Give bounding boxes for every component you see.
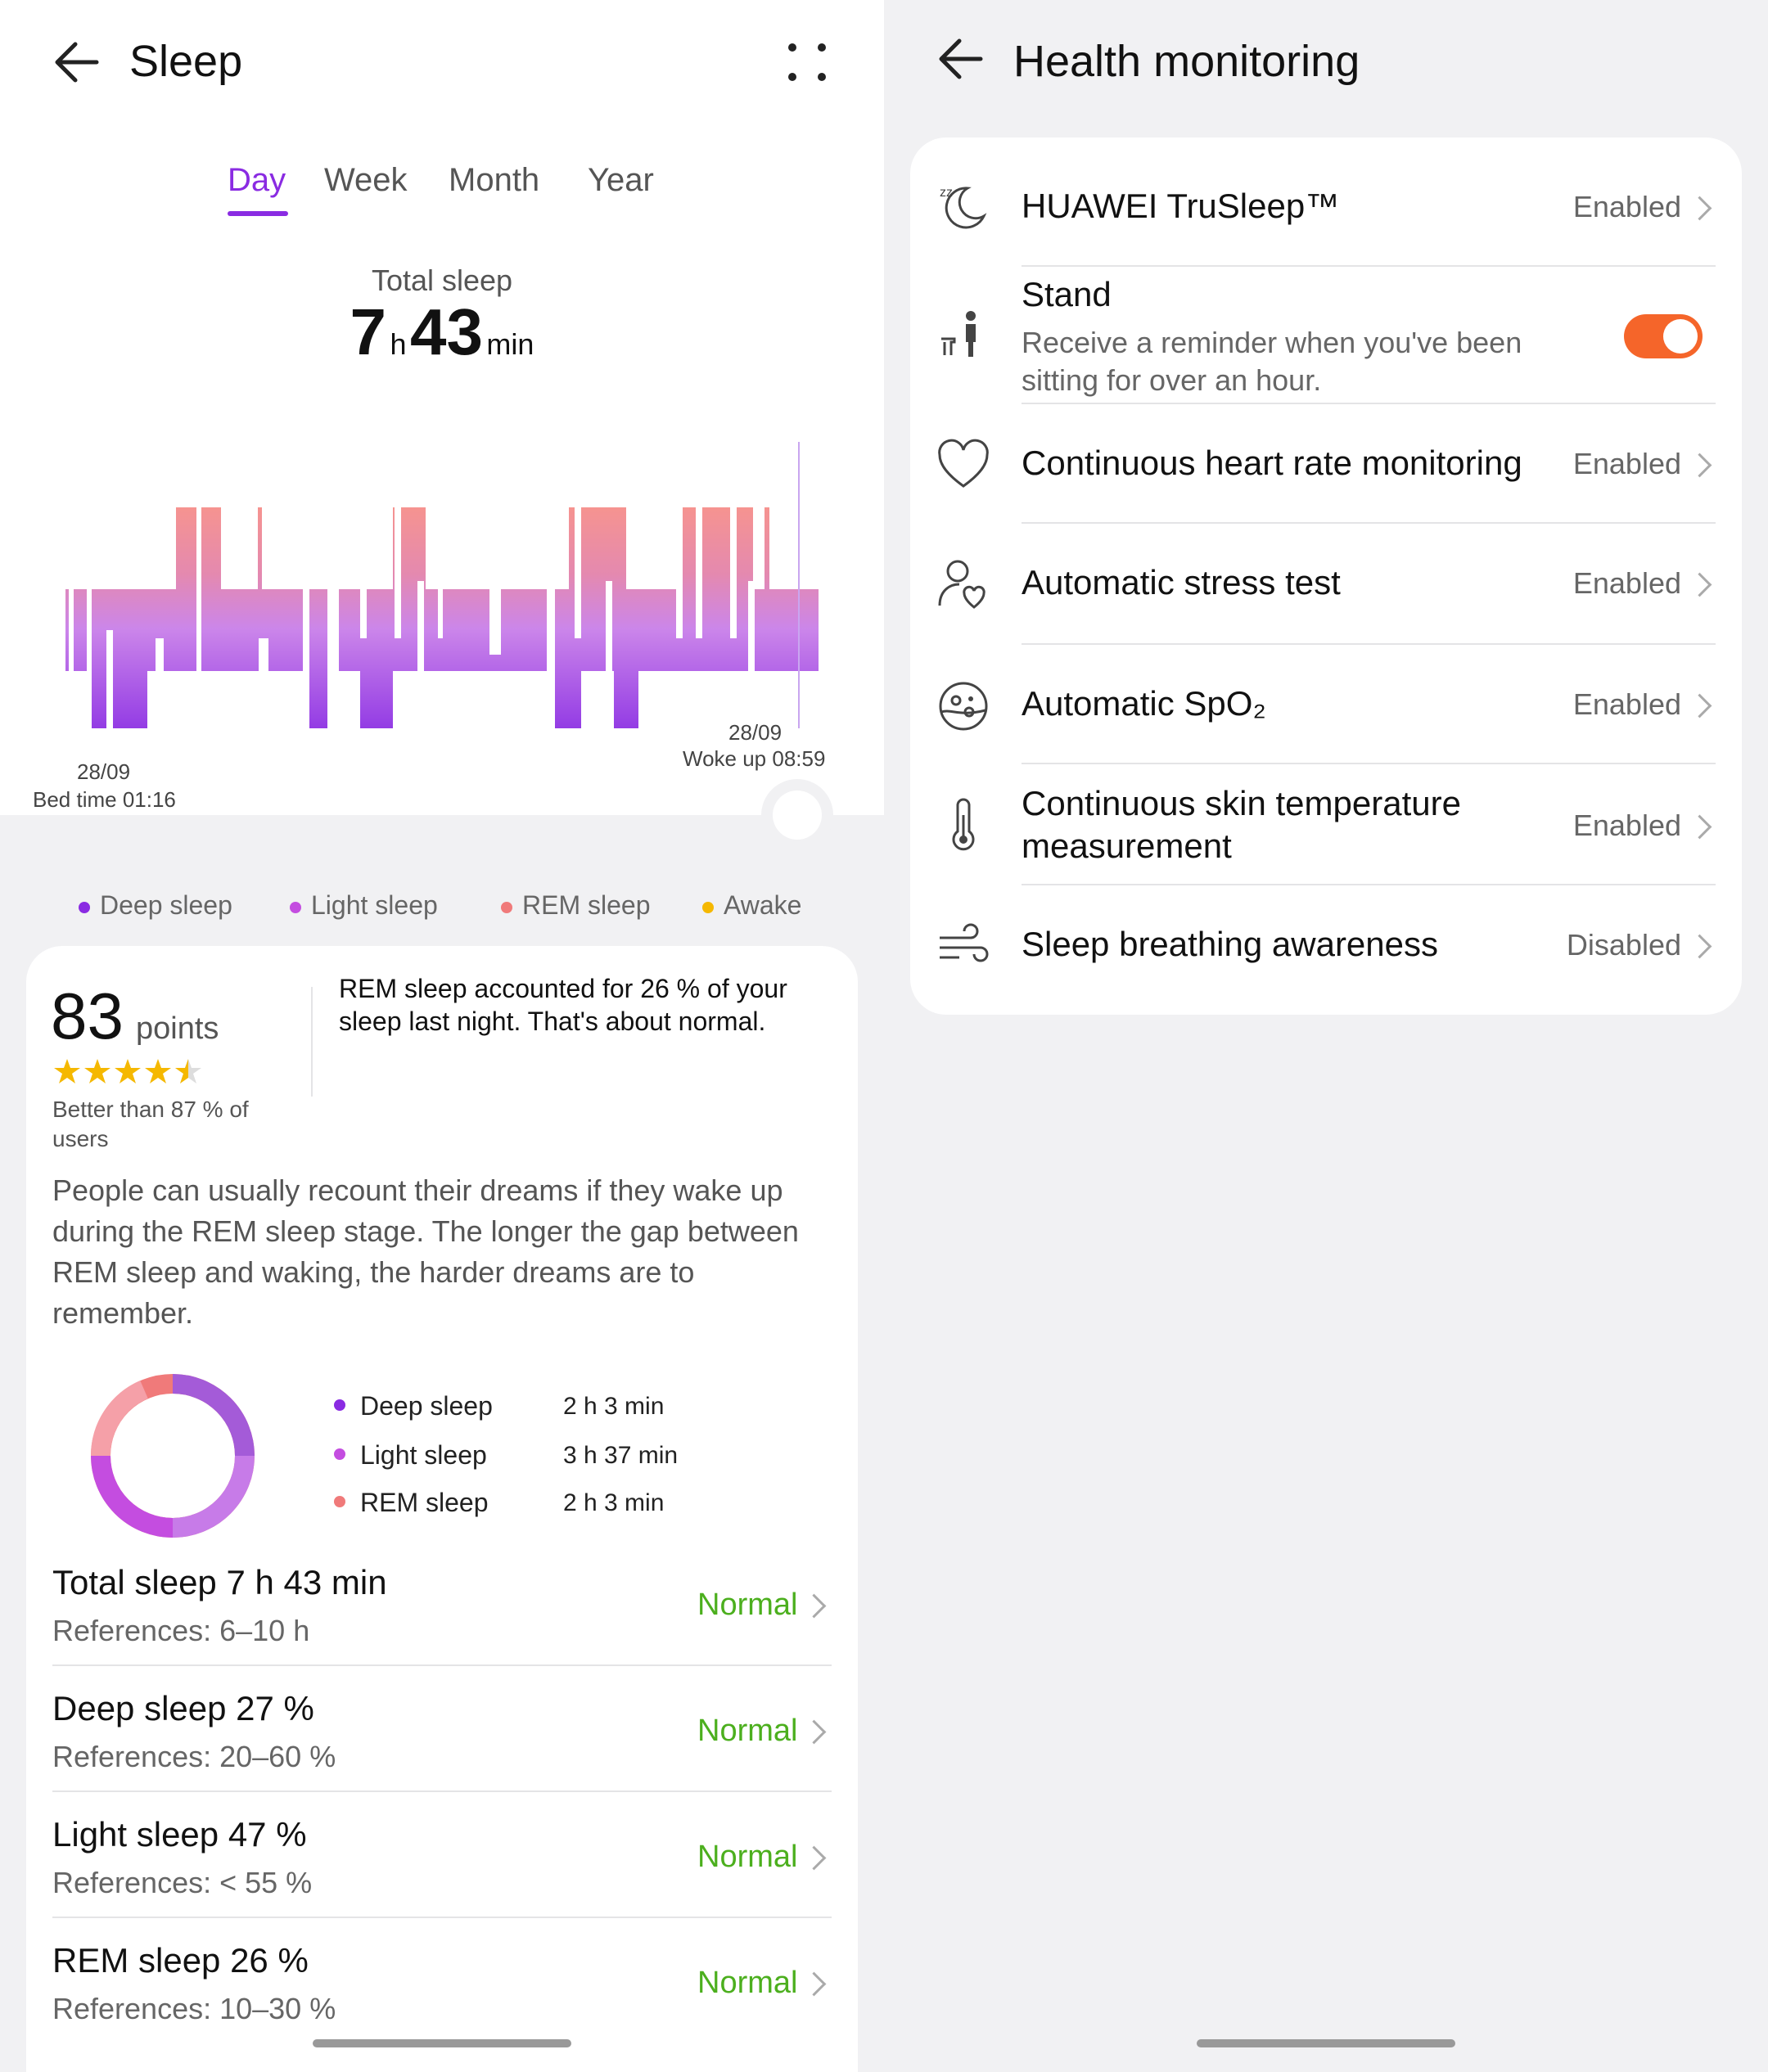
row-divider xyxy=(52,1790,832,1792)
sleep-detail-card xyxy=(26,946,858,2072)
metric-reference: References: 20–60 % xyxy=(52,1740,336,1773)
metric-reference: References: < 55 % xyxy=(52,1866,313,1899)
setting-status: Enabled xyxy=(1572,809,1681,842)
sleep-stage-chart[interactable] xyxy=(65,442,819,736)
metric-reference: References: 10–30 % xyxy=(52,1992,336,2025)
metric-status: Normal xyxy=(697,1840,798,1874)
tab-month[interactable]: Month xyxy=(449,162,540,198)
more-icon[interactable] xyxy=(784,39,830,85)
setting-label: Continuous heart rate monitoring xyxy=(1022,444,1522,482)
sleep-composition-donut xyxy=(90,1374,255,1538)
metric-status: Normal xyxy=(697,1714,798,1748)
setting-label: Automatic stress test xyxy=(1022,563,1341,601)
home-indicator[interactable] xyxy=(313,2039,571,2047)
person-heart-icon xyxy=(938,560,985,609)
breakdown-deep-value: 2 h 3 min xyxy=(563,1393,665,1420)
sleep-score: 83 xyxy=(51,980,124,1052)
bed-date: 28/09 xyxy=(77,759,131,784)
deep-sleep-dot-icon xyxy=(79,901,90,913)
breakdown-deep-label: Deep sleep xyxy=(360,1391,493,1421)
metric-status: Normal xyxy=(697,1588,798,1622)
setting-label: HUAWEI TruSleep™ xyxy=(1022,187,1340,225)
breakdown-light-label: Light sleep xyxy=(360,1440,487,1470)
setting-status: Enabled xyxy=(1572,566,1681,600)
setting-label: Continuous skin temperature measurement xyxy=(1022,784,1461,865)
legend-deep-sleep: Deep sleep xyxy=(79,890,232,921)
metric-reference: References: 6–10 h xyxy=(52,1614,310,1647)
metric-title: Deep sleep 27 % xyxy=(52,1689,314,1727)
minutes-unit: min xyxy=(486,327,534,361)
breakdown-light-value: 3 h 37 min xyxy=(563,1442,679,1469)
back-arrow-icon[interactable] xyxy=(935,33,987,85)
metric-title: REM sleep 26 % xyxy=(52,1941,309,1980)
back-arrow-icon[interactable] xyxy=(51,36,103,88)
setting-status: Disabled xyxy=(1566,928,1681,962)
setting-description: Receive a reminder when you've been sitt… xyxy=(1022,326,1522,397)
setting-label: Automatic SpO₂ xyxy=(1022,684,1266,723)
light-sleep-dot-icon xyxy=(290,901,301,913)
wake-date: 28/09 xyxy=(728,720,783,745)
row-divider xyxy=(1022,643,1716,645)
row-divider xyxy=(52,1664,832,1666)
light-sleep-dot-icon xyxy=(334,1448,345,1460)
score-unit: points xyxy=(136,1011,219,1046)
awake-dot-icon xyxy=(702,901,714,913)
setting-status: Enabled xyxy=(1572,687,1681,721)
legend-light-sleep: Light sleep xyxy=(290,890,438,921)
page-title: Sleep xyxy=(129,37,243,86)
wind-icon xyxy=(940,923,989,962)
svg-text:zz: zz xyxy=(940,186,953,200)
star-rating xyxy=(54,1059,201,1083)
metric-title: Light sleep 47 % xyxy=(52,1815,307,1854)
sleep-insight: REM sleep accounted for 26 % of your sle… xyxy=(339,974,787,1036)
row-divider xyxy=(1022,265,1716,267)
tab-indicator xyxy=(228,211,288,216)
moon-sleep-icon: zz xyxy=(940,186,987,229)
metric-title: Total sleep 7 h 43 min xyxy=(52,1563,387,1601)
row-divider xyxy=(1022,522,1716,524)
better-than-text: Better than 87 % of users xyxy=(52,1097,249,1151)
wake-time: Woke up 08:59 xyxy=(683,746,826,771)
sleep-panel: Sleep Day Week Month Year Total sleep 7 … xyxy=(0,0,884,2072)
row-divider xyxy=(1022,763,1716,764)
heart-icon xyxy=(938,439,989,488)
home-indicator[interactable] xyxy=(1197,2039,1455,2047)
standing-person-icon xyxy=(941,311,976,357)
tab-week[interactable]: Week xyxy=(324,162,408,198)
setting-label: Sleep breathing awareness xyxy=(1022,925,1439,963)
row-divider xyxy=(1022,884,1716,885)
dream-tip: People can usually recount their dreams … xyxy=(52,1173,799,1330)
rem-sleep-dot-icon xyxy=(501,901,512,913)
deep-sleep-dot-icon xyxy=(334,1399,345,1411)
total-sleep-value: 7 h 43 min xyxy=(0,295,884,370)
breakdown-rem-label: REM sleep xyxy=(360,1488,489,1517)
blood-oxygen-icon xyxy=(939,682,988,731)
setting-label: Stand xyxy=(1022,275,1112,313)
row-divider xyxy=(52,1917,832,1918)
toggle-knob xyxy=(1663,319,1698,354)
settings-card xyxy=(910,137,1742,1015)
tab-year[interactable]: Year xyxy=(588,162,654,198)
total-minutes: 43 xyxy=(409,295,483,368)
legend-rem-sleep: REM sleep xyxy=(501,890,651,921)
legend-awake: Awake xyxy=(702,890,801,921)
total-sleep-label: Total sleep xyxy=(371,264,513,297)
total-hours: 7 xyxy=(350,295,387,368)
metric-status: Normal xyxy=(697,1966,798,2000)
page-title: Health monitoring xyxy=(1013,37,1360,86)
hours-unit: h xyxy=(390,327,407,361)
breakdown-rem-value: 2 h 3 min xyxy=(563,1489,665,1516)
row-divider xyxy=(1022,403,1716,404)
stand-toggle[interactable] xyxy=(1624,314,1703,358)
chart-scrubber-handle[interactable] xyxy=(773,791,822,840)
setting-status: Enabled xyxy=(1572,447,1681,480)
score-divider xyxy=(311,987,313,1097)
thermometer-icon xyxy=(952,798,975,851)
tab-day[interactable]: Day xyxy=(228,162,286,198)
setting-status: Enabled xyxy=(1572,190,1681,223)
rem-sleep-dot-icon xyxy=(334,1496,345,1507)
bed-time: Bed time 01:16 xyxy=(33,787,176,812)
